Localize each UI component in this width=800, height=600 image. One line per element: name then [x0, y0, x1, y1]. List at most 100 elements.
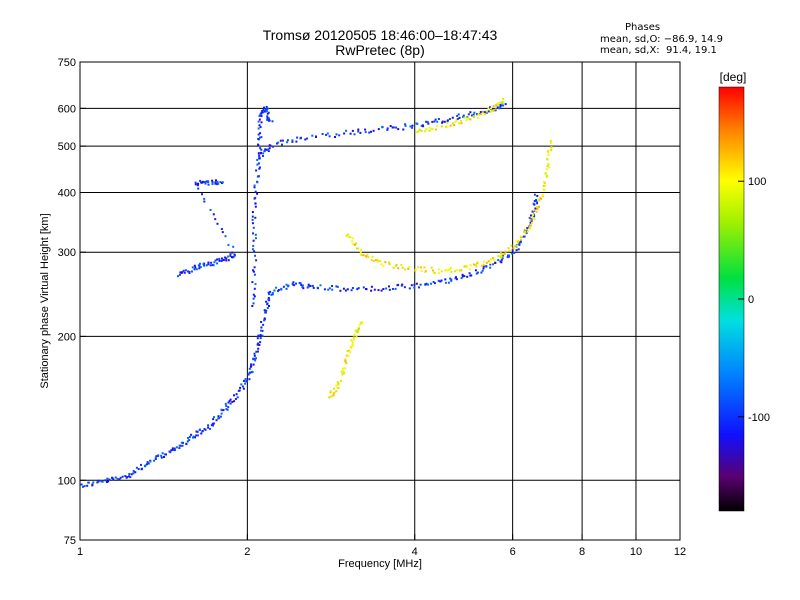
- echo-point: [370, 259, 373, 261]
- echo-point: [252, 297, 255, 300]
- echo-point: [207, 183, 210, 186]
- echo-point: [257, 120, 260, 123]
- echo-point: [448, 118, 451, 120]
- echo-point: [447, 281, 450, 284]
- echo-point: [482, 263, 485, 266]
- echo-point: [266, 307, 269, 309]
- echo-point: [262, 155, 264, 157]
- echo-point: [239, 386, 242, 389]
- echo-point: [201, 430, 204, 433]
- echo-point: [265, 110, 268, 113]
- echo-point: [500, 259, 503, 261]
- echo-point: [286, 141, 289, 144]
- echo-point: [179, 271, 182, 274]
- echo-point: [354, 243, 356, 246]
- echo-point: [407, 267, 410, 270]
- echo-point: [437, 268, 440, 271]
- y-tick-label: 500: [58, 141, 76, 153]
- grid-lines: [80, 62, 680, 540]
- echo-point: [529, 218, 532, 221]
- y-tick-label: 400: [58, 187, 76, 199]
- echo-point: [508, 249, 511, 252]
- echo-point: [258, 154, 261, 157]
- echo-point: [251, 248, 254, 251]
- echo-point: [411, 126, 414, 129]
- echo-point: [535, 210, 538, 213]
- echo-point: [359, 131, 362, 134]
- echo-point: [489, 110, 492, 113]
- echo-point: [490, 107, 492, 110]
- echo-point: [259, 113, 262, 116]
- echo-point: [253, 354, 256, 357]
- echo-point: [494, 262, 497, 264]
- echo-point: [262, 152, 265, 155]
- echo-point: [500, 261, 503, 264]
- echo-point: [199, 266, 202, 269]
- echo-point: [253, 186, 256, 189]
- echo-point: [237, 389, 240, 392]
- echo-point: [140, 463, 142, 466]
- echo-point: [451, 116, 454, 119]
- colorbar-ticks: 100 0 -100: [738, 176, 770, 424]
- echo-point: [461, 273, 464, 276]
- echo-point: [197, 182, 200, 185]
- echo-point: [350, 339, 353, 342]
- echo-point: [473, 111, 476, 114]
- echo-point: [538, 205, 540, 208]
- echo-point: [485, 265, 488, 268]
- echo-point: [344, 360, 347, 363]
- echo-point: [251, 370, 254, 373]
- echo-point: [364, 128, 367, 131]
- echo-point: [330, 395, 333, 398]
- echo-point: [504, 250, 507, 253]
- echo-point: [312, 286, 315, 289]
- echo-point: [408, 265, 411, 268]
- echo-point: [227, 406, 230, 409]
- echo-point: [539, 197, 542, 200]
- echo-point: [257, 143, 260, 146]
- echo-point: [533, 193, 536, 196]
- echo-point: [517, 248, 520, 251]
- echo-point: [292, 284, 295, 286]
- echo-point: [475, 263, 477, 266]
- echo-point: [225, 408, 228, 411]
- echo-point: [256, 181, 259, 184]
- echo-point: [359, 251, 362, 254]
- echo-point: [311, 134, 314, 137]
- echo-point: [209, 264, 212, 267]
- echo-point: [267, 297, 270, 299]
- echo-point: [455, 269, 458, 272]
- echo-point: [301, 285, 304, 288]
- echo-point: [257, 350, 259, 353]
- echo-point: [233, 253, 236, 256]
- echo-point: [500, 254, 503, 257]
- echo-point: [338, 134, 341, 137]
- echo-point: [443, 120, 446, 123]
- echo-point: [487, 107, 490, 110]
- echo-point: [194, 266, 197, 269]
- echo-point: [187, 270, 190, 273]
- echo-point: [355, 329, 358, 332]
- echo-point: [105, 481, 108, 483]
- echo-point: [309, 285, 312, 287]
- echo-point: [420, 270, 423, 272]
- echo-point: [193, 268, 196, 271]
- echo-point: [252, 226, 255, 229]
- echo-point: [358, 324, 361, 327]
- echo-point: [446, 269, 449, 272]
- echo-point: [451, 122, 454, 125]
- echo-point: [216, 222, 219, 225]
- echo-point: [306, 137, 309, 140]
- echo-point: [502, 104, 505, 107]
- echo-point: [476, 261, 479, 264]
- echo-point: [259, 166, 261, 169]
- echo-point: [204, 182, 207, 185]
- echo-point: [416, 123, 419, 125]
- echo-point: [550, 146, 553, 148]
- echo-point: [198, 267, 201, 270]
- echo-point: [253, 352, 256, 355]
- echo-point: [417, 266, 420, 269]
- echo-point: [531, 216, 534, 219]
- echo-point: [91, 483, 94, 486]
- echo-point: [497, 102, 500, 105]
